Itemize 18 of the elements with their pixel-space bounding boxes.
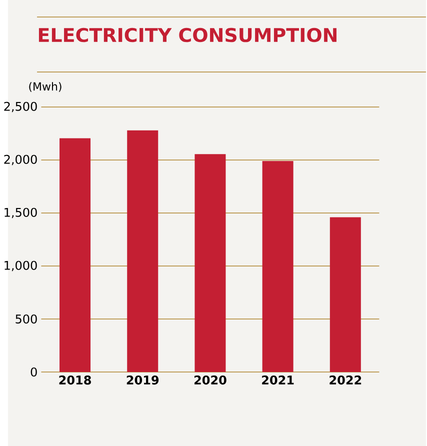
y-tick-label: 1,000 — [4, 260, 38, 272]
y-axis-title: (Mwh) — [29, 82, 62, 92]
x-tick-label: 2020 — [194, 376, 227, 385]
y-tick-label: 1,500 — [4, 208, 38, 218]
bar — [127, 130, 158, 372]
y-tick-label: 2,000 — [4, 154, 38, 166]
x-tick-label: 2018 — [60, 376, 92, 385]
bar — [60, 138, 91, 372]
y-tick-label: 2,500 — [4, 102, 38, 112]
x-tick-label: 2022 — [330, 376, 362, 385]
chart-title: ELECTRICITY CONSUMPTION — [39, 28, 337, 42]
x-tick-label: 2019 — [127, 376, 159, 385]
bar — [194, 154, 226, 372]
bar — [262, 161, 294, 372]
y-tick-label: 500 — [16, 314, 38, 324]
bar — [330, 217, 362, 372]
x-tick-label: 2021 — [262, 376, 294, 385]
y-tick-label: 0 — [31, 367, 38, 377]
